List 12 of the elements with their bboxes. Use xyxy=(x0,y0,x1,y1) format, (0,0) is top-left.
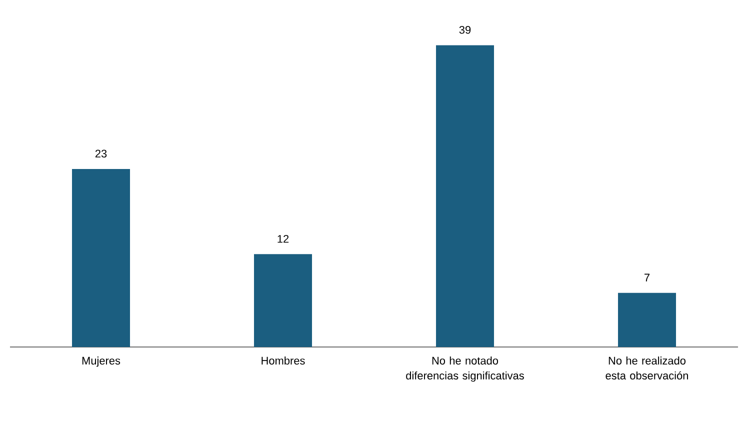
data-label: 7 xyxy=(644,274,650,282)
bar xyxy=(618,292,676,347)
x-tick-label: No he notado diferencias significativas xyxy=(406,356,524,382)
bar xyxy=(254,254,312,347)
x-tick-label: No he realizado esta observación xyxy=(606,356,688,380)
data-label: 23 xyxy=(95,150,107,158)
data-label: 39 xyxy=(459,26,471,34)
x-tick-label: Hombres xyxy=(262,356,305,365)
x-tick-label: Mujeres xyxy=(82,356,120,367)
bar xyxy=(72,169,130,347)
bar xyxy=(436,45,494,347)
data-label: 12 xyxy=(278,234,289,243)
